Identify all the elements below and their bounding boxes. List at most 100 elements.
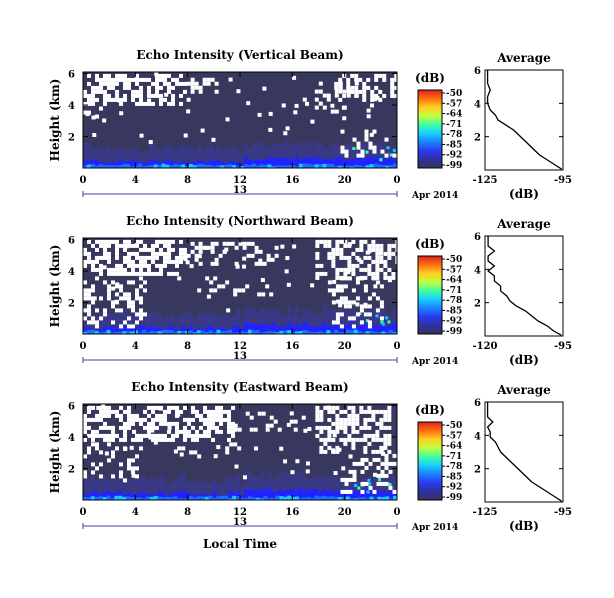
echo-cell [126,330,131,334]
nodata-cell [359,247,364,252]
nodata-cell [331,292,336,297]
nodata-cell [115,93,119,98]
nodata-cell [315,405,320,410]
echo-cell [318,326,323,334]
echo-cell [291,332,296,334]
nodata-cell [103,77,107,82]
nodata-cell [107,442,111,447]
echo-cell [349,166,355,168]
nodata-cell [372,145,377,150]
x-tick-label: 0 [80,507,87,518]
nodata-cell [371,276,376,281]
y-tick-label: 6 [68,236,75,247]
echo-cell [169,493,174,500]
nodata-cell [363,284,368,289]
nodata-cell [151,433,155,438]
nodata-cell [254,245,259,250]
y-tick-label: 6 [68,402,75,413]
nodata-cell [215,405,219,410]
nodata-cell [99,450,103,455]
echo-cell [330,326,335,334]
echo-cell [216,145,221,161]
nodata-cell [203,405,207,410]
nodata-cell [346,93,351,98]
echo-cell [326,163,331,168]
echo-cell [137,325,143,334]
echo-cell [279,158,284,168]
nodata-cell [163,413,167,418]
nodata-cell [335,316,340,321]
nodata-cell [183,417,187,422]
nodata-cell [382,93,387,98]
echo-cell [94,497,100,500]
nodata-cell [237,288,242,293]
nodata-cell [167,255,171,260]
nodata-cell [225,280,230,285]
nodata-cell [396,489,401,494]
nodata-cell [383,259,388,264]
nodata-cell [327,417,332,422]
echo-cell [306,141,312,158]
echo-cell [389,329,394,334]
echo-cell [373,489,378,500]
nodata-cell [151,271,155,276]
nodata-cell [203,433,207,438]
echo-cell [157,161,162,168]
nodata-cell [319,425,324,430]
nodata-cell [358,77,363,82]
echo-cell [267,326,272,334]
colorbar-tick-label: -78 [446,130,462,140]
nodata-cell [83,470,87,475]
nodata-cell [127,421,131,426]
nodata-cell [356,145,361,150]
nodata-cell [131,466,135,471]
echo-cell [361,166,367,168]
echo-cell [240,497,245,500]
nodata-cell [331,247,336,252]
echo-cell [141,166,147,168]
echo-cell [149,476,155,494]
echo-cell [251,330,257,334]
nodata-cell [339,239,344,244]
echo-cell [381,497,386,500]
nodata-cell [348,454,353,459]
nodata-cell [115,243,119,248]
nodata-cell [368,145,373,150]
nodata-cell [91,89,95,94]
echo-cell [302,143,308,158]
echo-cell [243,498,249,500]
nodata-cell [135,93,139,98]
echo-cell [86,160,92,168]
x-tick-label: 20 [338,175,352,186]
nodata-cell [364,465,369,470]
nodata-cell [99,89,103,94]
nodata-cell [327,429,332,434]
nodata-cell [99,255,103,260]
echo-cell [247,159,253,168]
echo-cell [369,496,374,500]
nodata-cell [351,421,356,426]
nodata-cell [203,417,207,422]
nodata-cell [167,89,171,94]
nodata-cell [354,81,359,86]
nodata-cell [147,263,151,268]
nodata-cell [380,481,385,486]
nodata-cell [319,239,324,244]
echo-cell [279,496,284,500]
nodata-cell [375,247,380,252]
nodata-cell [394,77,399,82]
echo-cell [271,497,276,500]
echo-cell [283,330,288,334]
echo-cell [110,332,115,334]
nodata-cell [360,457,365,462]
echo-cell [149,312,155,326]
nodata-cell [187,433,191,438]
nodata-cell [347,421,352,426]
nodata-cell [151,81,155,86]
nodata-cell [219,405,223,410]
echo-cell [236,474,241,492]
nodata-cell [330,109,335,114]
y-tick-label: 2 [68,299,75,310]
nodata-cell [387,425,392,430]
nodata-cell [335,421,340,426]
